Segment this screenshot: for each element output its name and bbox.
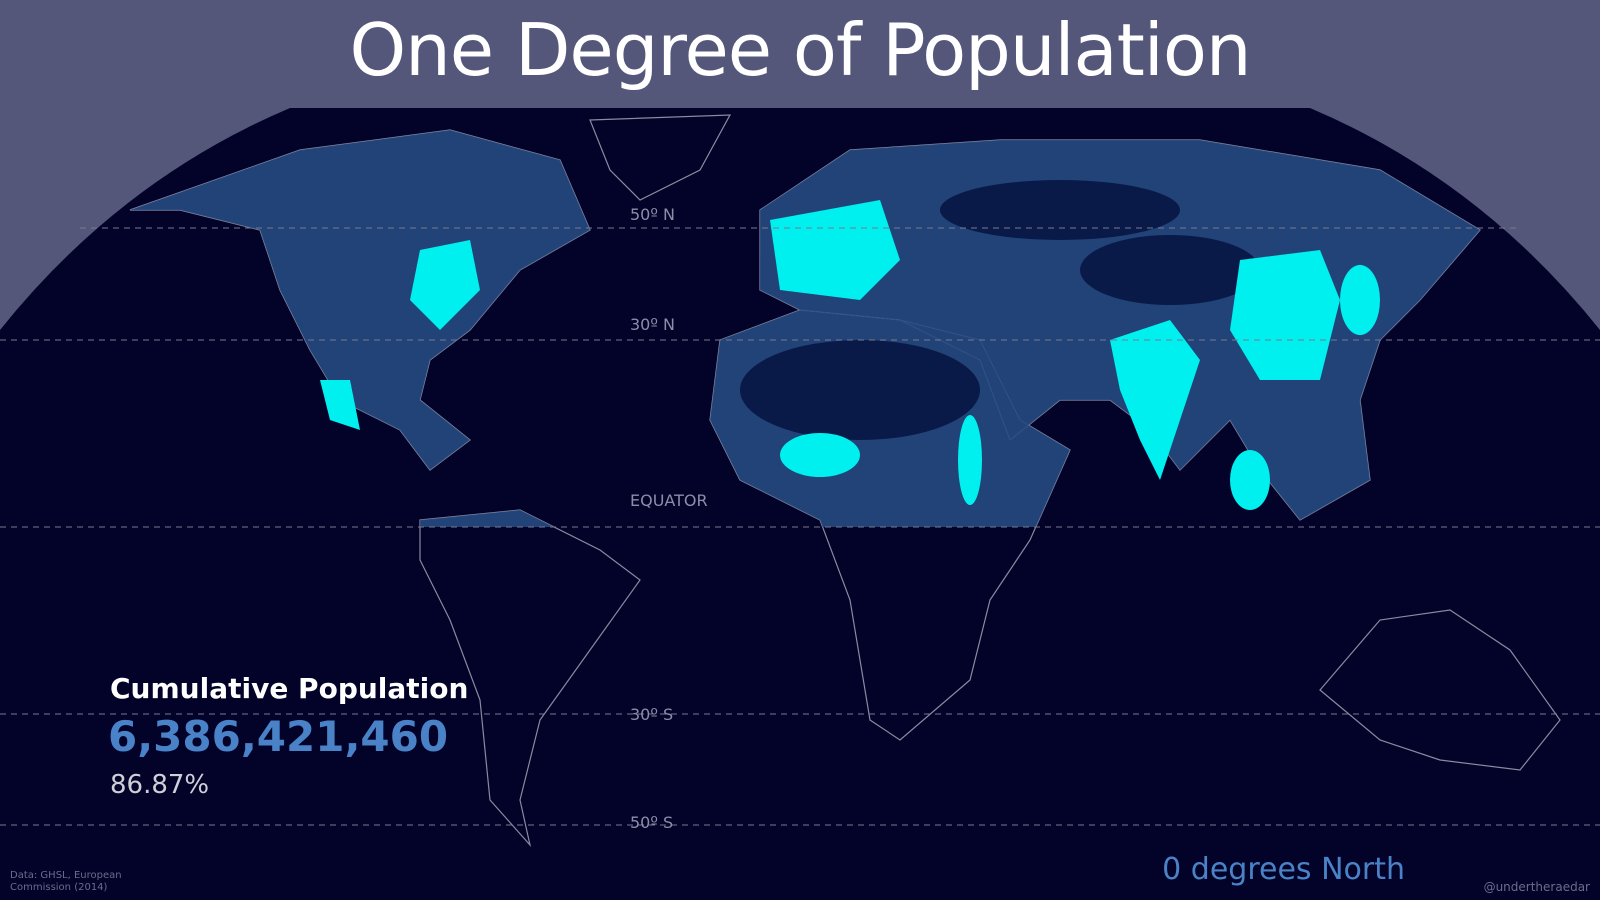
stat-label: Cumulative Population (110, 672, 469, 705)
latitude-label: 30º N (630, 315, 675, 334)
population-share: 86.87% (110, 770, 210, 800)
latitude-label: EQUATOR (630, 491, 708, 510)
latitude-label: 50º N (630, 205, 675, 224)
population-value: 6,386,421,460 (108, 712, 449, 761)
population-cells (130, 130, 1480, 527)
latitude-label: 30º S (630, 705, 673, 724)
source-note: Data: GHSL, European Commission (2014) (10, 870, 122, 893)
current-latitude: 0 degrees North (1162, 852, 1405, 887)
title: One Degree of Population (349, 8, 1252, 92)
credit: @undertheraedar (1483, 880, 1590, 894)
latitude-lines (0, 227, 1600, 826)
latitude-label: 50º S (630, 813, 673, 832)
